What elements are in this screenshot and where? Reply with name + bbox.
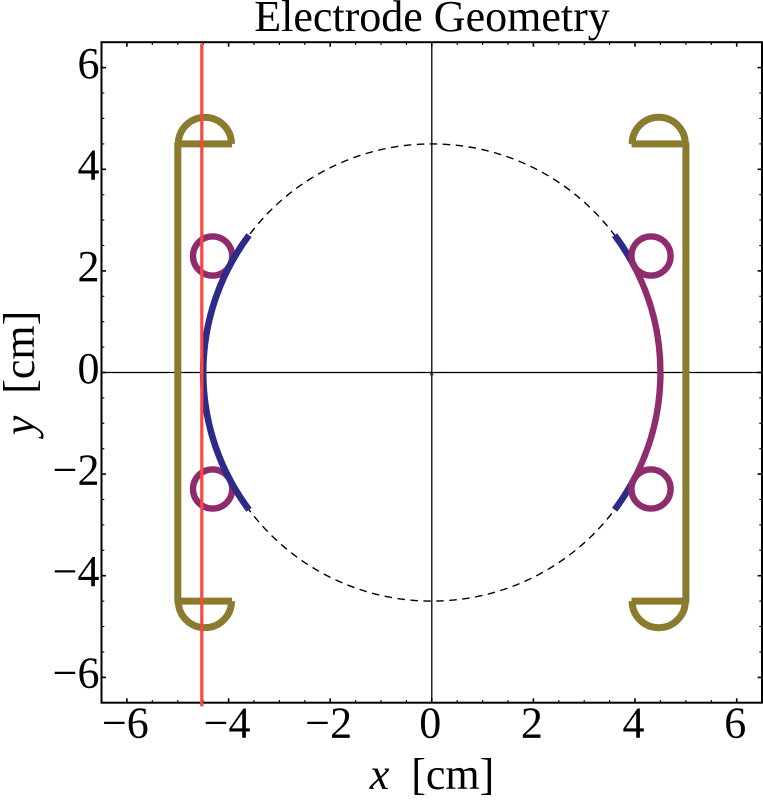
svg-text:6: 6 <box>78 39 100 88</box>
svg-text:−2: −2 <box>53 445 100 494</box>
svg-text:4: 4 <box>78 141 100 190</box>
svg-text:y [cm]: y [cm] <box>0 311 44 440</box>
svg-text:6: 6 <box>724 699 746 748</box>
svg-text:x [cm]: x [cm] <box>369 750 495 799</box>
svg-text:−4: −4 <box>53 547 100 596</box>
svg-text:−6: −6 <box>53 649 100 698</box>
svg-text:0: 0 <box>78 344 100 393</box>
svg-text:0: 0 <box>419 699 441 748</box>
svg-text:−4: −4 <box>204 699 251 748</box>
svg-text:2: 2 <box>521 699 543 748</box>
svg-text:−6: −6 <box>102 699 149 748</box>
svg-text:Electrode Geometry: Electrode Geometry <box>254 0 610 41</box>
svg-text:4: 4 <box>623 699 645 748</box>
svg-text:2: 2 <box>78 242 100 291</box>
svg-text:−2: −2 <box>305 699 352 748</box>
